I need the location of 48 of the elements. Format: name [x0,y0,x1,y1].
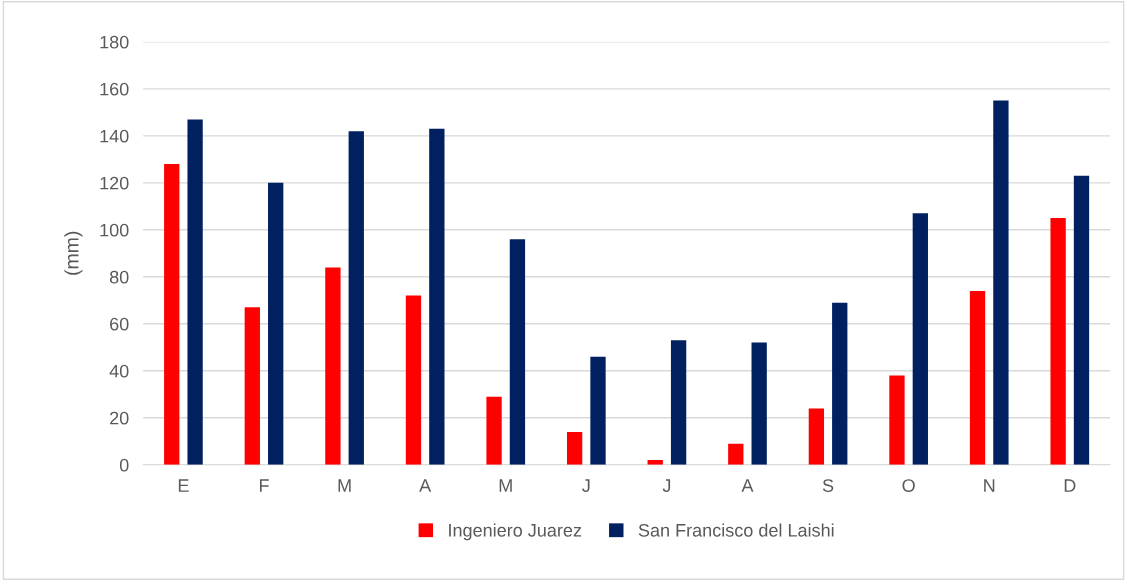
bar [808,408,825,465]
x-tick-label: O [902,479,915,492]
y-tick-label: 40 [109,364,129,378]
y-tick-label: 80 [109,270,129,284]
bar [405,295,422,465]
x-tick-label: M [338,479,351,492]
x-tick-label: S [822,479,834,492]
x-tick-label: E [178,479,189,492]
bar [670,340,687,465]
bar [566,431,583,465]
y-tick-label: 0 [119,458,129,472]
bar [889,375,905,465]
bar [832,302,848,465]
legend-label: San Francisco del Laishi [638,523,834,537]
x-tick-label: N [984,479,995,492]
bar [187,119,203,465]
bar [590,356,606,465]
bar [912,213,928,465]
bar [164,164,180,465]
y-tick-label: 160 [100,82,129,96]
x-tick-label: M [499,479,512,492]
bar [325,267,341,465]
x-tick-label: F [259,479,269,492]
bar [509,239,526,465]
x-tick-label: D [1064,479,1076,492]
y-axis-title: (mm) [64,231,83,275]
y-tick-label: 140 [100,129,129,143]
bar [1073,175,1090,465]
y-tick-label: 100 [100,223,129,237]
legend-label: Ingeniero Juarez [449,523,582,541]
bar [486,396,502,465]
bar [751,342,767,465]
bar [993,100,1009,465]
bar [348,131,364,465]
x-tick-label: A [419,479,432,492]
x-tick-label: J [662,479,671,492]
y-tick-label: 60 [110,317,129,331]
bar [969,290,986,465]
y-tick-label: 20 [110,411,129,425]
y-tick-label: 180 [100,35,129,49]
bar [1050,218,1066,465]
bar [268,182,284,465]
y-tick-label: 120 [100,176,129,190]
x-tick-label: A [741,479,754,492]
bar [728,443,744,465]
x-tick-label: J [582,479,590,492]
bar [244,307,260,465]
bar [429,128,445,465]
